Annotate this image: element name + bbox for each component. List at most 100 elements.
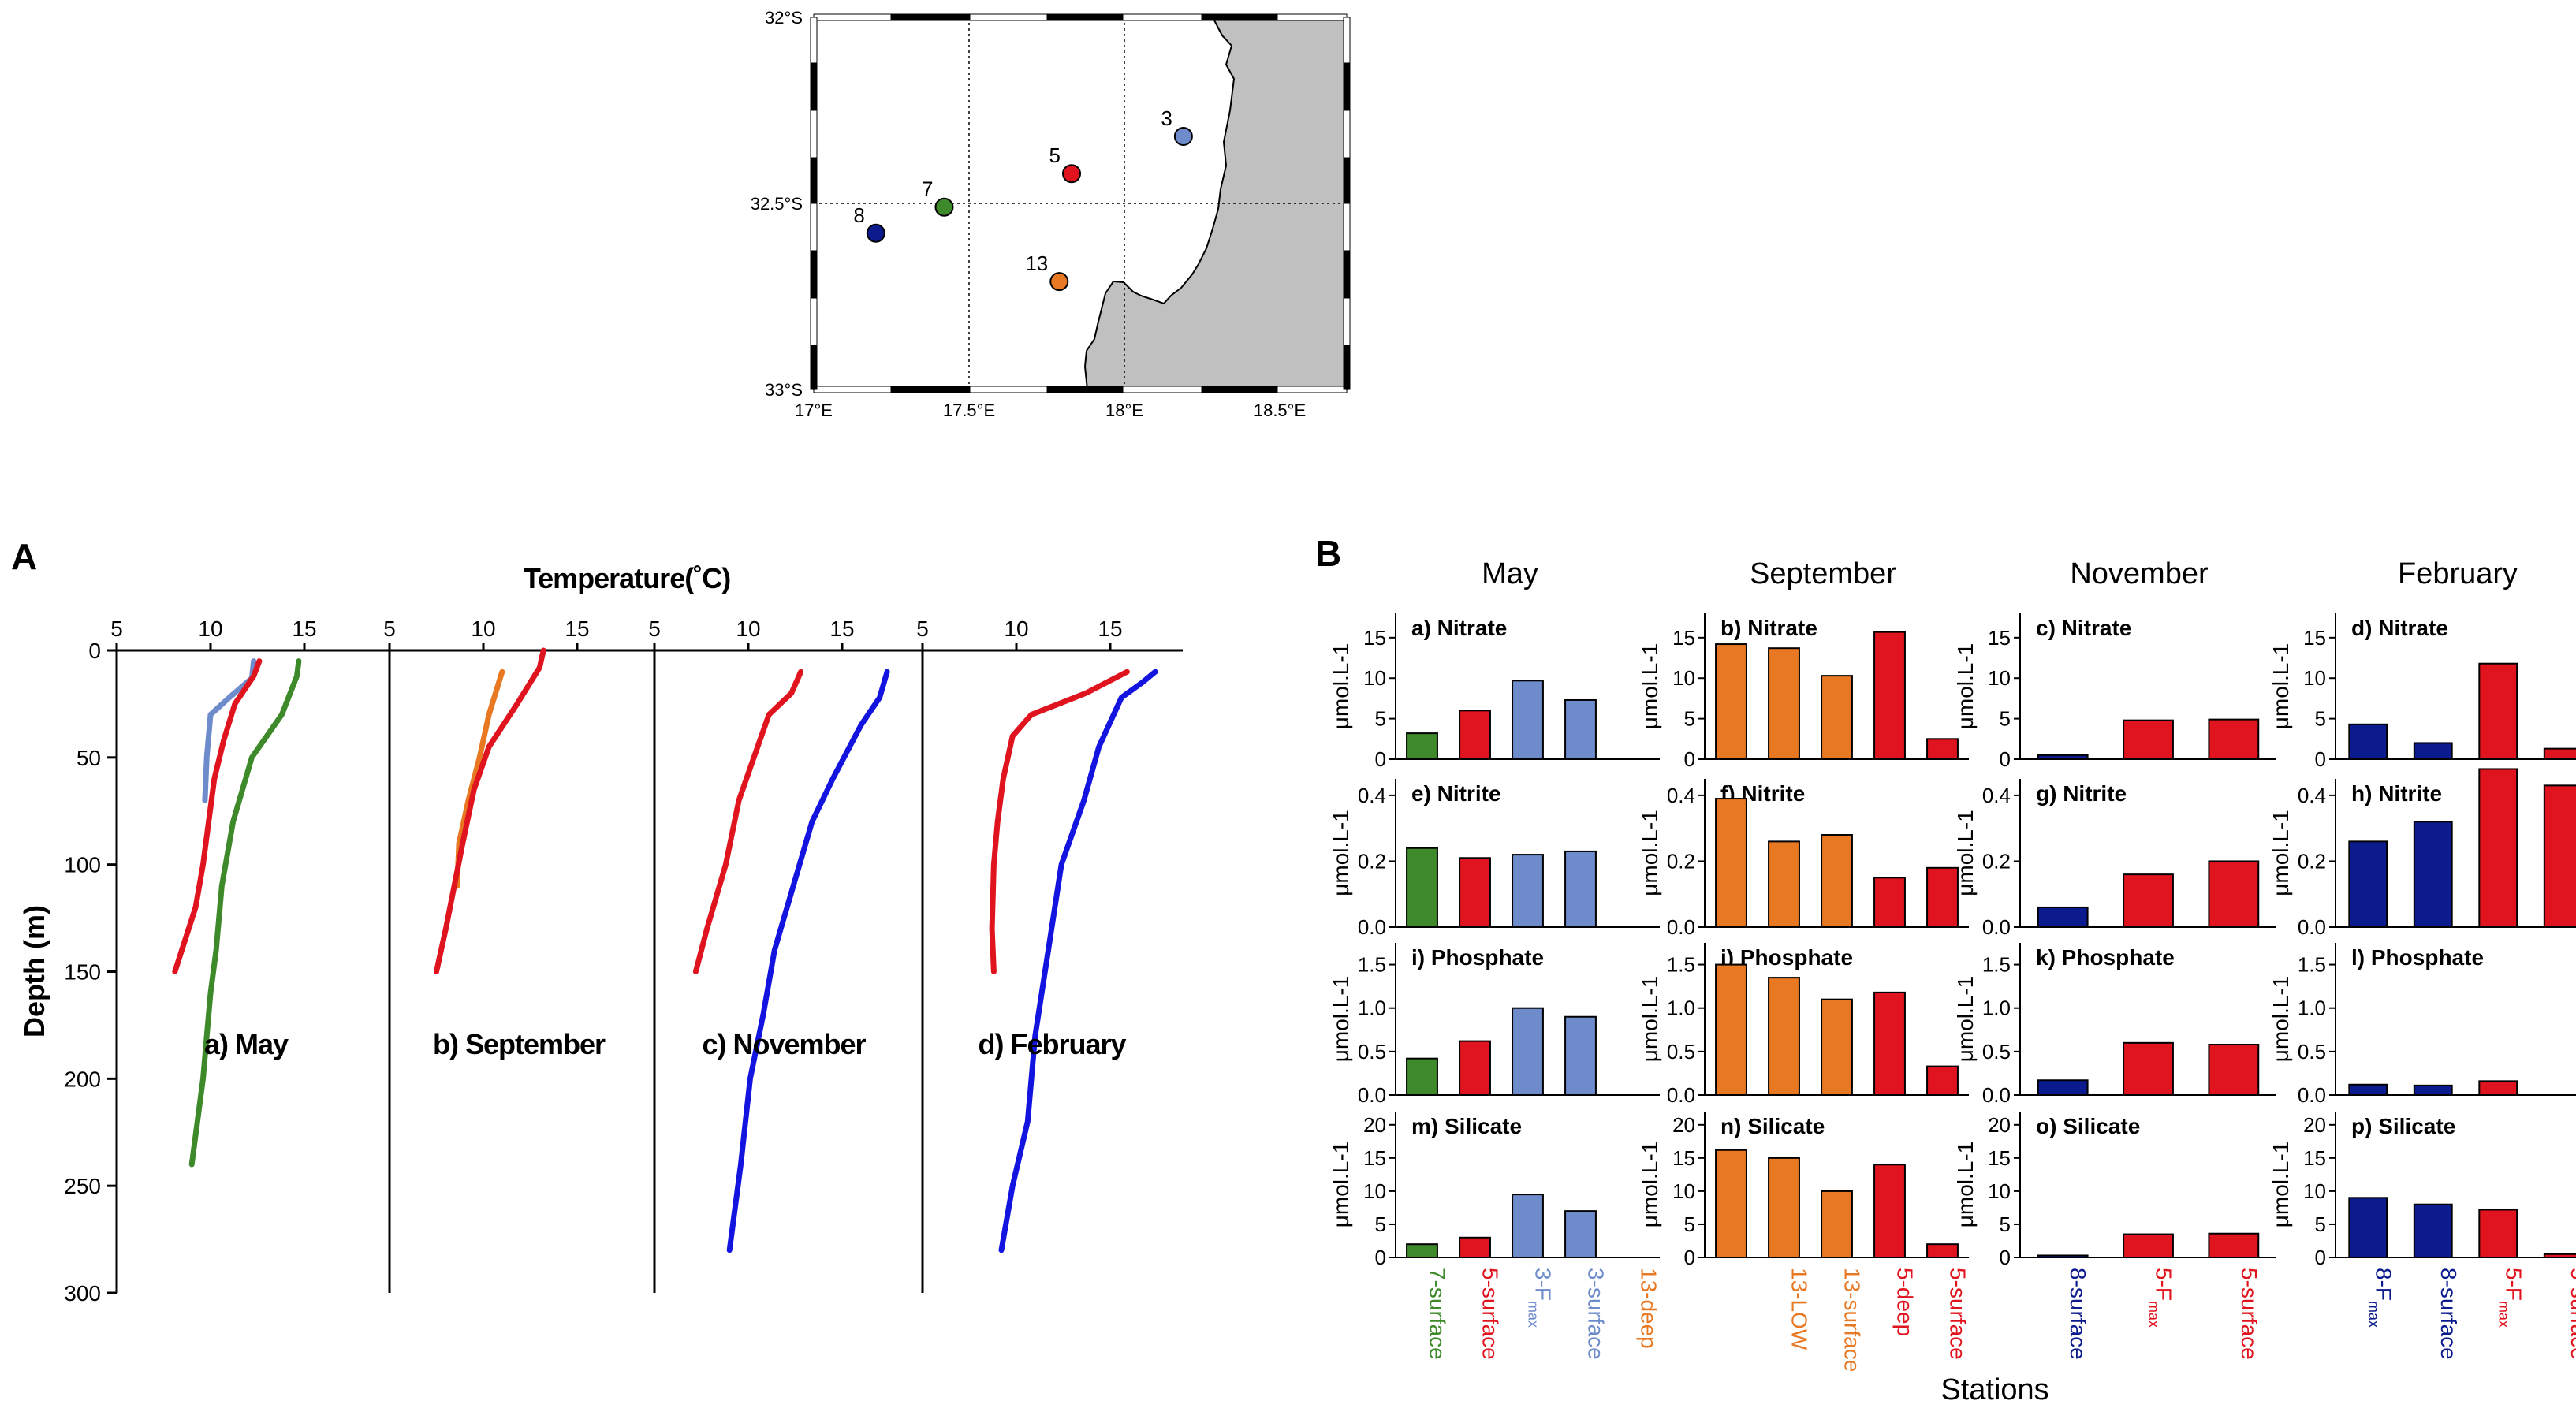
bar-5-F	[2478, 662, 2518, 761]
bar-y-label: μmol.L-1	[1953, 1142, 1978, 1228]
station-marker	[1049, 272, 1069, 292]
bar-y-tick-label: 1.0	[1982, 996, 2011, 1020]
map-border-left	[810, 203, 818, 251]
category-label-subscript: max	[2496, 1301, 2511, 1328]
bar-y-tick-label: 0.5	[1982, 1040, 2011, 1063]
map-lon-label: 18°E	[1105, 400, 1143, 420]
bar-y-tick-label: 5	[2000, 707, 2011, 731]
station-label: 5	[1049, 143, 1061, 167]
bar-y-tick-label: 20	[2303, 1113, 2326, 1137]
bar-y-tick-label: 20	[1672, 1113, 1695, 1137]
map-border-top	[1201, 13, 1278, 21]
bar-3-surface	[1564, 850, 1597, 929]
bar-y-tick-label: 0.5	[2298, 1040, 2326, 1063]
category-label-text: 5-surface	[2237, 1268, 2261, 1360]
month-header: November	[2070, 557, 2209, 590]
bar-8-surface	[2413, 821, 2453, 929]
bar-y-tick-label: 5	[2315, 1212, 2326, 1236]
month-header: February	[2398, 557, 2518, 590]
bar-5-surface	[1459, 1040, 1491, 1096]
subplot-title: c) Nitrate	[2036, 616, 2131, 640]
bar-y-tick-label: 0.2	[1358, 849, 1386, 873]
map-border-top	[890, 13, 971, 21]
category-label-text: 13-LOW	[1788, 1268, 1812, 1350]
subplot-title: l) Phosphate	[2351, 945, 2484, 970]
bar-8-surface	[2413, 742, 2453, 761]
category-label: 5-surface	[2567, 1268, 2576, 1360]
map-border-bottom	[1277, 386, 1348, 393]
map-border-left	[810, 250, 818, 299]
bar-y-tick-label: 0.4	[2298, 784, 2326, 807]
map-lon-label: 18.5°E	[1254, 400, 1306, 420]
bar-y-tick-label: 0	[2000, 747, 2011, 771]
map-lon-label: 17°E	[795, 400, 833, 420]
category-label: 8-surface	[2436, 1268, 2461, 1360]
category-label: 8-Fmax	[2365, 1268, 2395, 1328]
depth-tick-label: 250	[64, 1174, 101, 1198]
bar-y-tick-label: 1.0	[2298, 996, 2326, 1020]
category-label: 5-Fmax	[2496, 1268, 2526, 1328]
bar-5-surface	[2208, 860, 2260, 929]
bar-y-tick-label: 20	[1363, 1113, 1386, 1137]
bar-3-surface	[1564, 698, 1597, 761]
category-label-text: 13-surface	[1840, 1268, 1865, 1372]
subplot-label: c) November	[702, 1028, 866, 1060]
bar-5-surface	[2208, 1044, 2260, 1097]
bar-y-tick-label: 15	[1988, 1146, 2011, 1170]
map-border-left	[810, 345, 818, 390]
subplot-title: o) Silicate	[2036, 1114, 2140, 1138]
bar-5-surface	[2543, 784, 2576, 928]
profile-line-station-5	[172, 658, 263, 974]
depth-tick-label: 200	[64, 1067, 101, 1091]
category-label-text: 5-deep	[1893, 1268, 1918, 1336]
depth-tick-label: 50	[76, 746, 101, 770]
temp-tick-label: 10	[736, 616, 760, 641]
category-label-text: 8-F	[2371, 1268, 2395, 1301]
category-label: 5-surface	[1946, 1268, 1970, 1360]
bar-y-tick-label: 5	[1684, 707, 1695, 731]
bar-3-F	[1512, 680, 1544, 760]
bar-y-label: μmol.L-1	[2268, 643, 2293, 730]
category-label-text: 8-surface	[2066, 1268, 2090, 1360]
temp-tick-label: 5	[110, 616, 123, 641]
bar-y-tick-label: 15	[1363, 626, 1386, 650]
bar-8-surface	[2037, 754, 2089, 760]
bar-y-label: μmol.L-1	[2268, 976, 2293, 1063]
bar-13-surface	[1821, 998, 1853, 1096]
panel-a-ylabel: Depth (m)	[18, 905, 50, 1037]
bar-y-tick-label: 0.4	[1982, 784, 2011, 807]
map-border-bottom	[1122, 386, 1202, 393]
bar-y-tick-label: 15	[2303, 1146, 2326, 1170]
map-border-right	[1343, 345, 1351, 390]
station-marker	[934, 197, 954, 217]
category-label: 5-deep	[1893, 1268, 1918, 1336]
coastline-land	[1083, 17, 1348, 390]
map-border-right	[1343, 17, 1351, 64]
bar-y-tick-label: 0.5	[1358, 1040, 1386, 1063]
subplot-label: d) February	[978, 1028, 1126, 1060]
subplot-label: a) May	[204, 1028, 289, 1060]
map-border-left	[810, 17, 818, 64]
bar-5-F	[2123, 1233, 2174, 1259]
category-label: 7-surface	[1426, 1268, 1450, 1360]
panel-a-title: Temperature(˚C)	[524, 562, 730, 594]
bar-y-tick-label: 15	[1672, 1146, 1695, 1170]
bar-y-tick-label: 15	[1363, 1146, 1386, 1170]
bar-13-LOW	[1768, 977, 1800, 1096]
temp-tick-label: 10	[471, 616, 495, 641]
bar-y-tick-label: 1.5	[2298, 953, 2326, 977]
bar-y-label: μmol.L-1	[1329, 1142, 1353, 1228]
bar-y-label: μmol.L-1	[1329, 976, 1353, 1063]
map-border-right	[1343, 250, 1351, 299]
bar-y-tick-label: 10	[2303, 1179, 2326, 1203]
profile-line-station-5	[434, 647, 546, 974]
map-border-left	[810, 62, 818, 111]
category-label: 8-surface	[2066, 1268, 2090, 1360]
bar-5-F	[2478, 1080, 2518, 1096]
panel-a-tag: A	[11, 536, 37, 577]
map-border-top	[1046, 13, 1124, 21]
bar-5-surface	[1459, 1236, 1491, 1258]
profile-line-station-7	[188, 658, 302, 1168]
bar-y-tick-label: 1.5	[1982, 953, 2011, 977]
bar-y-tick-label: 0.0	[1358, 1083, 1386, 1107]
